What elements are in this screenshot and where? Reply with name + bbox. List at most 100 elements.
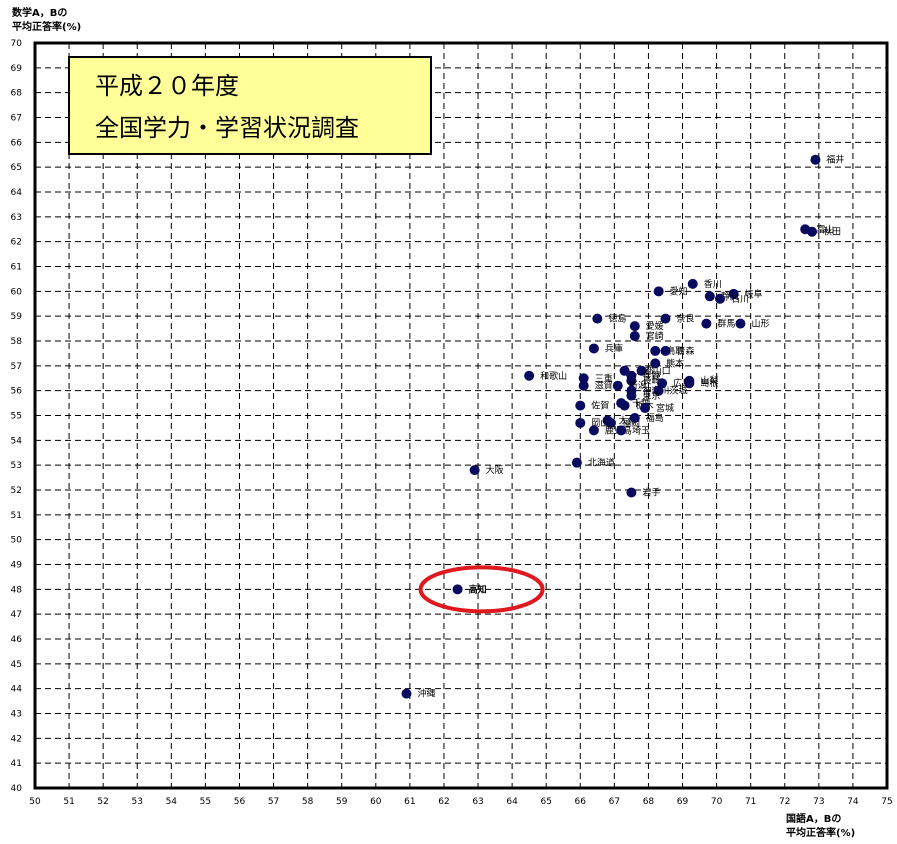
data-point-label: 群馬 [717,318,735,330]
data-point [701,318,712,329]
data-point [704,291,715,302]
data-point [653,286,664,297]
x-tick-label: 56 [234,797,246,807]
y-tick-label: 70 [11,39,23,49]
data-point-label: 山梨 [700,375,718,387]
y-tick-label: 61 [11,263,22,273]
y-tick-label: 41 [11,759,22,769]
data-point [571,457,582,468]
data-point-label: 香川 [704,279,722,290]
data-point [469,465,480,476]
x-tick-label: 66 [575,797,587,807]
data-point-label: 秋田 [823,226,841,238]
plot-frame [33,41,889,790]
data-points: 福井富山秋田香川愛知静岡岐阜石川徳島奈良山形愛媛群馬宮崎兵庫鳥取青森熊本京都山口… [401,154,844,700]
data-point-label: 沖縄 [417,688,435,700]
y-axis-title: 数学A，Bの 平均正答率(%) [12,6,81,33]
data-point [653,385,664,396]
y-tick-label: 46 [11,635,23,645]
data-point [735,318,746,329]
data-point-label: 長崎 [642,375,660,387]
y-tick-label: 62 [11,238,22,248]
data-point [619,400,630,411]
data-point [575,417,586,428]
data-point [657,378,668,389]
data-point-label: 滋賀 [595,380,613,392]
data-point [660,345,671,356]
y-tick-label: 40 [11,784,23,794]
x-tick-label: 54 [166,797,178,807]
x-axis-title-line1: 国語A，Bの [786,812,841,825]
data-point [605,417,616,428]
data-point [592,313,603,324]
data-point-label: 長野 [642,371,660,382]
data-point [578,380,589,391]
y-tick-label: 55 [11,412,22,422]
data-point [807,226,818,237]
data-point-label: 島根 [700,377,718,389]
x-tick-label: 65 [540,797,551,807]
data-point-label: 宮崎 [646,330,664,342]
x-tick-label: 60 [370,797,382,807]
data-point [629,321,640,332]
data-point-label: 佐賀 [591,400,609,412]
y-axis-title-line1: 数学A，Bの [12,6,67,19]
x-tick-label: 72 [779,797,790,807]
y-tick-label: 65 [11,163,22,173]
data-point [575,400,586,411]
data-point [684,378,695,389]
data-point-label: 愛媛 [646,320,664,332]
x-tick-label: 53 [132,797,143,807]
data-point [588,425,599,436]
y-tick-label: 52 [11,486,22,496]
data-point [715,293,726,304]
y-tick-label: 58 [11,337,23,347]
data-point [612,380,623,391]
x-axis-title: 国語A，Bの 平均正答率(%) [786,812,855,839]
data-point-label: 福島 [646,412,664,424]
y-tick-label: 53 [11,461,22,471]
data-point-label: 山形 [751,318,769,330]
data-point-label: 茨城 [670,385,688,397]
data-point [626,390,637,401]
data-point [452,584,463,595]
x-tick-label: 74 [847,797,859,807]
data-point-label: 北海道 [588,457,615,469]
data-point [578,373,589,384]
x-tick-label: 73 [813,797,824,807]
title-box-background [68,56,432,155]
data-point-label: 鳥取 [666,345,684,357]
data-point-label: 埼玉 [632,424,650,436]
data-point [626,487,637,498]
data-point-label: 徳島 [608,313,626,325]
data-point [588,343,599,354]
x-axis-title-line2: 平均正答率(%) [786,826,855,839]
data-point-label: 岐阜 [745,288,763,300]
title-line1: 平成２０年度 [95,72,239,100]
x-tick-label: 59 [336,797,348,807]
data-point-label: 岡山 [591,418,609,429]
x-tick-label: 52 [97,797,108,807]
data-point [626,375,637,386]
data-point-label: 愛知 [670,285,688,297]
data-point-label: 大阪 [486,464,504,476]
data-point-label: 奈良 [676,313,694,325]
y-axis-title-line2: 平均正答率(%) [12,20,81,33]
data-point [810,154,821,165]
y-tick-label: 42 [11,734,22,744]
x-tick-label: 58 [302,797,314,807]
y-tick-labels: 40 41 42 43 44 45 46 47 48 49 50 51 52 53 54 55 56 57 58 59… [11,39,23,794]
title-box: 平成２０年度 全国学力・学習状況調査 [68,56,432,155]
data-point [636,365,647,376]
x-tick-label: 67 [609,797,620,807]
x-tick-label: 61 [404,797,415,807]
y-tick-label: 49 [11,561,23,571]
x-tick-label: 55 [200,797,211,807]
y-tick-label: 51 [11,511,22,521]
x-tick-label: 71 [745,797,756,807]
y-tick-label: 44 [11,685,23,695]
data-point [629,331,640,342]
y-tick-label: 69 [11,64,23,74]
data-point-label: 富山 [816,223,834,235]
